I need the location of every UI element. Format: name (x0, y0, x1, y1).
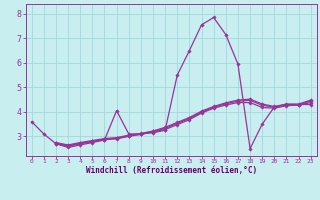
X-axis label: Windchill (Refroidissement éolien,°C): Windchill (Refroidissement éolien,°C) (86, 166, 257, 175)
